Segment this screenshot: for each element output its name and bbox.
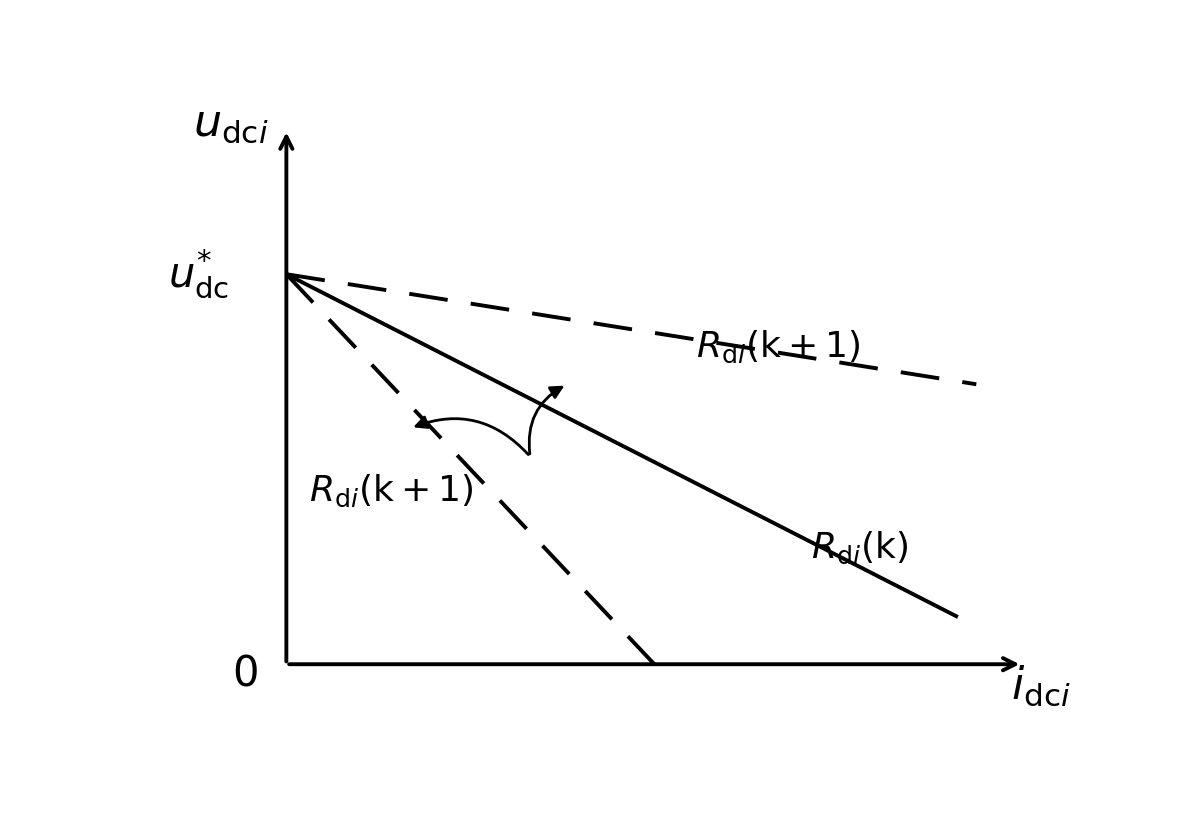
Text: $R_{\mathrm{d}i}\left(\mathrm{k}+1\right)$: $R_{\mathrm{d}i}\left(\mathrm{k}+1\right…	[696, 328, 861, 364]
Text: $R_{\mathrm{d}i}\left(\mathrm{k}\right)$: $R_{\mathrm{d}i}\left(\mathrm{k}\right)$	[811, 529, 908, 566]
Text: $u_{\mathrm{dc}i}$: $u_{\mathrm{dc}i}$	[193, 101, 269, 145]
Text: $u_{\mathrm{dc}}^{*}$: $u_{\mathrm{dc}}^{*}$	[169, 248, 229, 301]
Text: $R_{\mathrm{d}i}\left(\mathrm{k}+1\right)$: $R_{\mathrm{d}i}\left(\mathrm{k}+1\right…	[310, 473, 474, 509]
Text: $i_{\mathrm{dc}i}$: $i_{\mathrm{dc}i}$	[1011, 664, 1071, 708]
Text: $0$: $0$	[233, 653, 258, 694]
